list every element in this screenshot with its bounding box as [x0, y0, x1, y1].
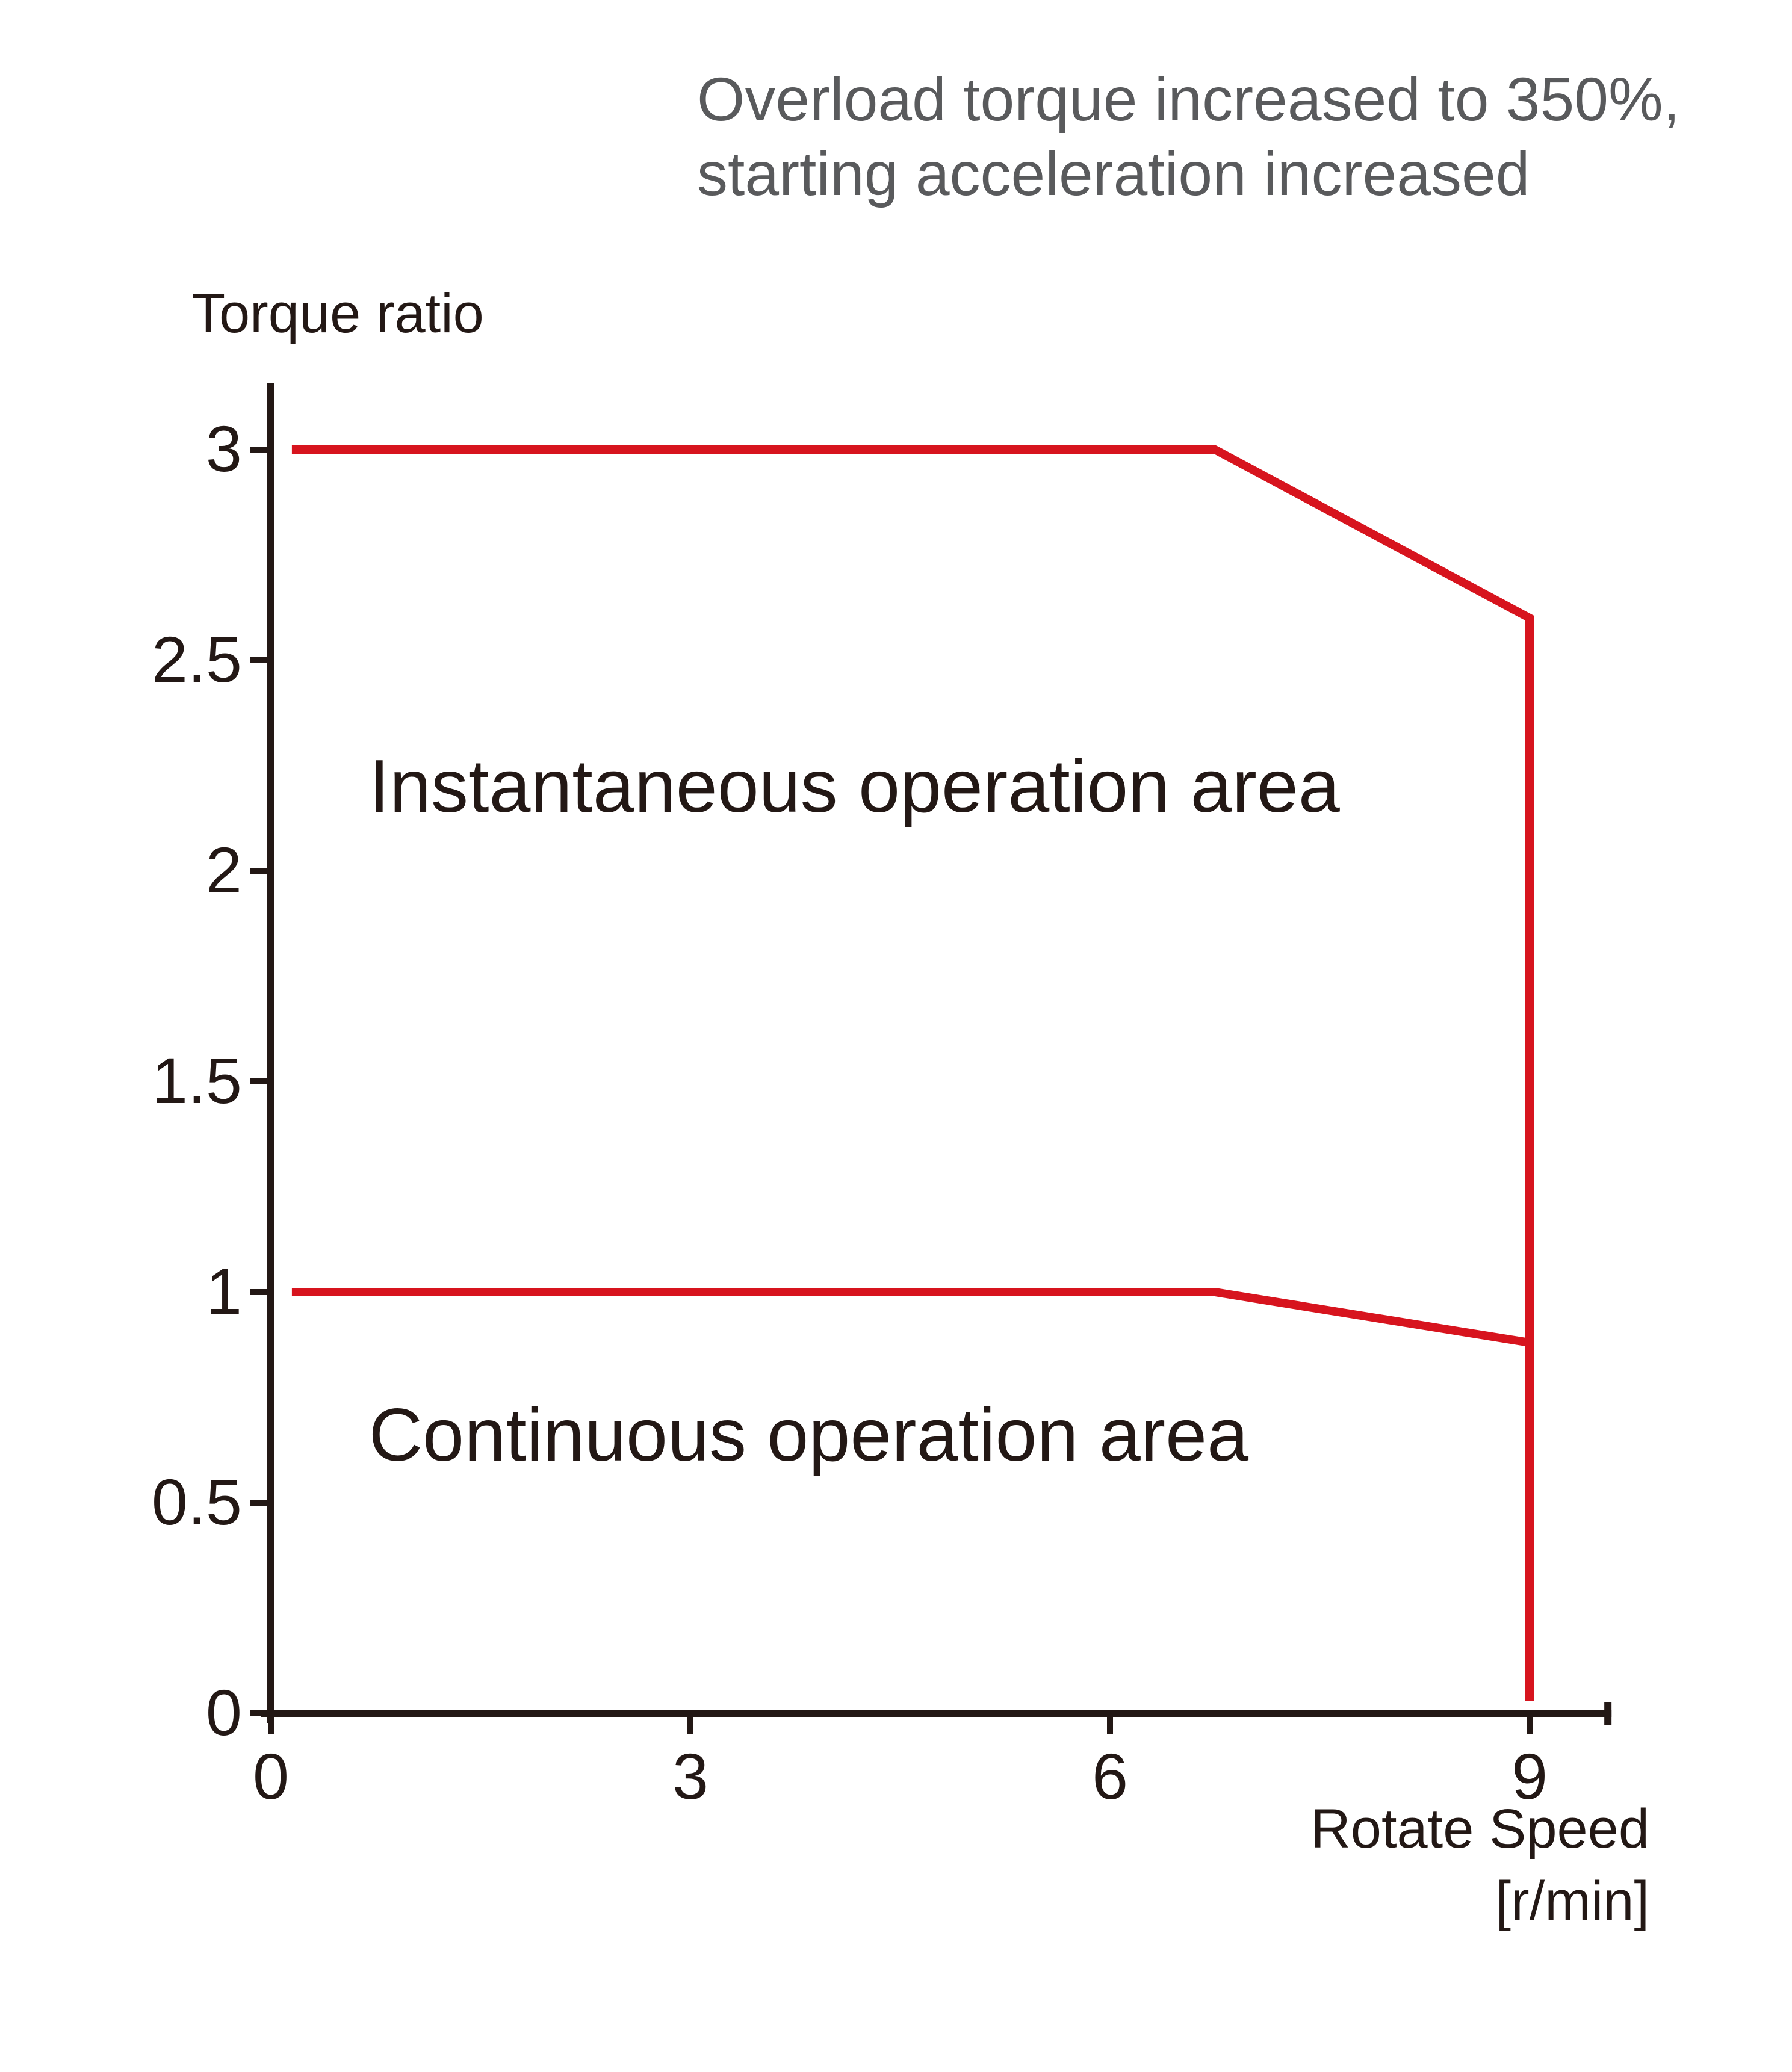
annotation-line-2: starting acceleration increased — [697, 140, 1530, 208]
annotation-line-1: Overload torque increased to 350%, — [697, 65, 1680, 134]
y-tick-label: 2 — [206, 833, 242, 906]
chart-marks: 0 0.5 1 1.5 2 2.5 3 0 3 6 9 Instantaneous operation… — [152, 383, 1612, 1813]
region-label-1: Instantaneous operation area — [369, 745, 1340, 828]
x-tick-label: 3 — [672, 1740, 708, 1813]
y-tick-label: 0.5 — [152, 1465, 242, 1538]
x-tick-label: 0 — [253, 1740, 289, 1813]
series-line-1 — [291, 445, 1534, 1701]
y-tick-label: 3 — [206, 412, 242, 485]
y-tick-label: 1 — [206, 1255, 242, 1328]
region-label-2: Continuous operation area — [369, 1394, 1249, 1477]
series-line-2 — [291, 1288, 1531, 1347]
y-tick-label: 0 — [206, 1676, 242, 1749]
x-axis-title-line-2: [r/min] — [1495, 1870, 1649, 1932]
x-tick-label: 9 — [1511, 1740, 1548, 1813]
y-tick-label: 1.5 — [152, 1044, 242, 1117]
y-tick-label: 2.5 — [152, 623, 242, 696]
x-axis-title-line-1: Rotate Speed — [1310, 1798, 1649, 1860]
x-tick-label: 6 — [1092, 1740, 1128, 1813]
y-axis-title: Torque ratio — [191, 283, 484, 344]
